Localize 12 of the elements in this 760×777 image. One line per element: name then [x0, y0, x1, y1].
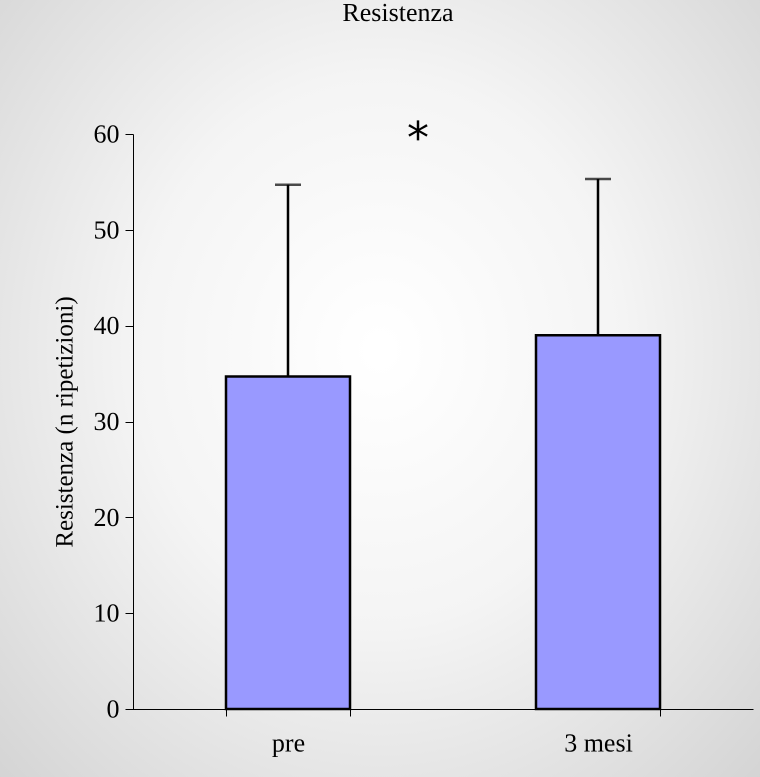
annotation: *	[407, 113, 429, 164]
chart-title: Resistenza	[342, 0, 454, 27]
y-tick-label: 10	[94, 598, 120, 628]
y-tick-label: 20	[94, 502, 120, 532]
y-tick-label: 50	[94, 215, 120, 244]
x-tick-label: pre	[272, 728, 306, 758]
y-tick-label: 60	[94, 120, 120, 148]
y-tick-label: 0	[106, 694, 120, 724]
y-axis-title: Resistenza (n ripetizioni)	[52, 296, 78, 548]
y-tick-label: 40	[94, 311, 120, 340]
x-tick-label: 3 mesi	[564, 728, 633, 758]
y-tick-label: 30	[94, 407, 120, 436]
